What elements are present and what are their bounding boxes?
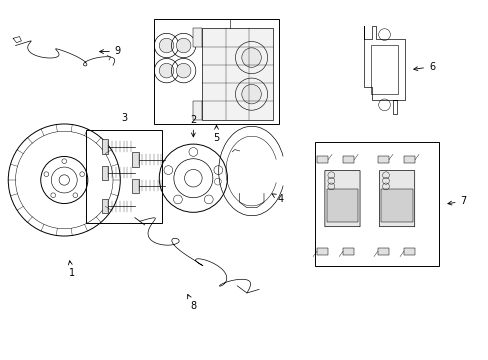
Bar: [403, 156, 414, 163]
Bar: [132, 152, 139, 167]
Bar: [154, 19, 278, 125]
Text: 9: 9: [100, 46, 121, 57]
Bar: [403, 248, 414, 255]
Text: 8: 8: [187, 294, 196, 311]
Circle shape: [242, 84, 261, 104]
Bar: [377, 248, 388, 255]
FancyBboxPatch shape: [324, 171, 359, 227]
Text: 6: 6: [413, 62, 434, 72]
Bar: [86, 130, 162, 223]
Bar: [377, 156, 388, 163]
Bar: [316, 248, 327, 255]
Text: 4: 4: [271, 194, 284, 204]
Bar: [381, 189, 412, 222]
Bar: [132, 179, 139, 193]
Bar: [343, 156, 353, 163]
Bar: [102, 139, 108, 154]
Text: 5: 5: [213, 125, 219, 143]
Circle shape: [159, 63, 174, 78]
Text: 7: 7: [447, 196, 466, 206]
Bar: [326, 189, 357, 222]
Bar: [370, 45, 397, 94]
Text: 3: 3: [121, 113, 127, 123]
FancyBboxPatch shape: [379, 171, 414, 227]
Text: 1: 1: [68, 261, 75, 278]
Bar: [193, 28, 202, 46]
Circle shape: [242, 48, 261, 67]
Bar: [343, 248, 353, 255]
Bar: [102, 199, 108, 213]
Bar: [314, 142, 438, 266]
Text: 2: 2: [190, 114, 196, 137]
Circle shape: [176, 63, 190, 78]
Bar: [316, 156, 327, 163]
Bar: [193, 102, 202, 120]
Bar: [102, 166, 108, 180]
Circle shape: [176, 38, 190, 53]
Circle shape: [159, 38, 174, 53]
Bar: [202, 28, 272, 120]
